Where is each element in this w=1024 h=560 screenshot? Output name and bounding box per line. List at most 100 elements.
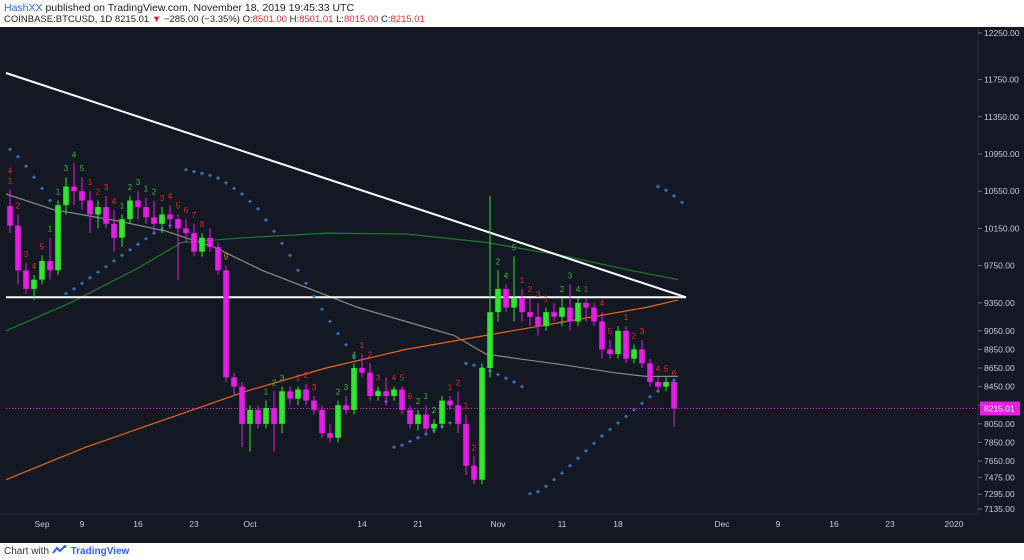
psar-point bbox=[48, 198, 52, 203]
candle-body bbox=[311, 400, 317, 410]
candle-body bbox=[335, 405, 341, 438]
candle bbox=[151, 200, 157, 234]
time-axis[interactable]: Sep 9 16 23 Oct 14 21 Nov 11 18 Dec 9 16 23 2020 bbox=[34, 519, 963, 529]
candle-body bbox=[447, 400, 453, 406]
psar-point bbox=[424, 432, 428, 437]
psar-point bbox=[568, 463, 572, 468]
candle-body bbox=[175, 219, 181, 229]
td-count-label: 4 bbox=[576, 285, 581, 294]
candle bbox=[303, 383, 309, 406]
y-tick-label: 8650.00 bbox=[984, 363, 1015, 373]
candle bbox=[319, 405, 325, 438]
candle bbox=[23, 262, 29, 294]
candle-body bbox=[319, 409, 325, 434]
candle-body bbox=[191, 233, 197, 252]
candle bbox=[607, 340, 613, 359]
x-tick-label: Nov bbox=[490, 519, 506, 529]
candle bbox=[207, 228, 213, 252]
td-count-label: 4 bbox=[600, 299, 605, 308]
psar-point bbox=[320, 307, 324, 312]
candle bbox=[463, 414, 469, 476]
psar-point bbox=[184, 167, 188, 172]
candle-body bbox=[391, 389, 397, 396]
y-tick-label: 7295.00 bbox=[984, 489, 1015, 499]
td-count-label: 1 bbox=[544, 295, 549, 304]
candle bbox=[479, 363, 485, 485]
candle bbox=[63, 177, 69, 215]
td-count-label: 2 bbox=[416, 397, 421, 406]
candle-body bbox=[79, 191, 85, 201]
psar-point bbox=[608, 427, 612, 432]
td-count-label: 2 bbox=[336, 388, 341, 397]
candle bbox=[223, 265, 229, 382]
candle bbox=[263, 400, 269, 429]
candle bbox=[167, 205, 173, 229]
change-down-icon: ▼ bbox=[151, 14, 162, 25]
candle-body bbox=[535, 316, 541, 327]
psar-point bbox=[344, 342, 348, 347]
candle-body bbox=[655, 381, 661, 387]
td-count-label: 3 bbox=[312, 383, 317, 392]
price-axis[interactable]: 7135.00 7295.00 7475.00 7650.00 7850.00 8050.… bbox=[978, 28, 1020, 514]
candle-body bbox=[71, 186, 77, 192]
candle-body bbox=[255, 409, 261, 424]
candle bbox=[359, 354, 365, 378]
candle-body bbox=[135, 200, 141, 208]
candle-body bbox=[351, 368, 357, 410]
author-link[interactable]: HashXX bbox=[4, 2, 43, 14]
td-count-label: 2 bbox=[528, 285, 533, 294]
td-count-label: 2 bbox=[128, 183, 133, 192]
candle bbox=[239, 381, 245, 448]
candle bbox=[287, 386, 293, 406]
candle bbox=[511, 256, 517, 322]
candle-body bbox=[407, 409, 413, 424]
last-price-badge-label: 8215.01 bbox=[984, 403, 1015, 413]
td-count-label: 2 bbox=[16, 201, 21, 210]
psar-point bbox=[528, 491, 532, 496]
y-tick-label: 12250.00 bbox=[984, 28, 1020, 38]
candle-body bbox=[647, 363, 653, 382]
candle bbox=[7, 189, 13, 234]
psar-point bbox=[552, 477, 556, 482]
candle bbox=[327, 423, 333, 443]
candle bbox=[111, 209, 117, 252]
psar-point bbox=[24, 164, 28, 169]
footer-brand[interactable]: TradingView bbox=[70, 546, 130, 558]
candle bbox=[15, 214, 21, 285]
candle bbox=[671, 381, 677, 428]
candle bbox=[231, 372, 237, 396]
candle bbox=[663, 377, 669, 392]
td-count-label: 1 bbox=[264, 388, 269, 397]
candle bbox=[247, 405, 253, 452]
candle bbox=[79, 177, 85, 210]
candle bbox=[543, 307, 549, 331]
td-count-label: 1 bbox=[48, 225, 53, 234]
tradingview-logo-icon[interactable] bbox=[52, 545, 68, 558]
candle-body bbox=[439, 400, 445, 424]
candle-body bbox=[15, 225, 21, 271]
candle-body bbox=[287, 391, 293, 399]
y-tick-label: 10950.00 bbox=[984, 149, 1020, 159]
candle-body bbox=[471, 465, 477, 480]
psar-point bbox=[416, 435, 420, 440]
psar-point bbox=[296, 268, 300, 273]
td-count-label: 6 bbox=[184, 206, 189, 215]
change-value: −285.00 (−3.35%) bbox=[163, 14, 240, 25]
candle bbox=[647, 358, 653, 387]
low-label: L: bbox=[336, 14, 345, 25]
candle-body bbox=[167, 214, 173, 220]
high-label: H: bbox=[289, 14, 300, 25]
candle-body bbox=[671, 381, 677, 409]
candle bbox=[559, 298, 565, 327]
x-tick-label: Dec bbox=[714, 519, 730, 529]
candle bbox=[615, 326, 621, 359]
td-count-label: 4 bbox=[8, 166, 13, 175]
candle bbox=[447, 395, 453, 410]
candle-body bbox=[615, 330, 621, 355]
candle-body bbox=[231, 377, 237, 387]
last-price-badge-bg bbox=[980, 401, 1020, 416]
x-tick-label: 21 bbox=[413, 519, 423, 529]
candle bbox=[631, 344, 637, 364]
